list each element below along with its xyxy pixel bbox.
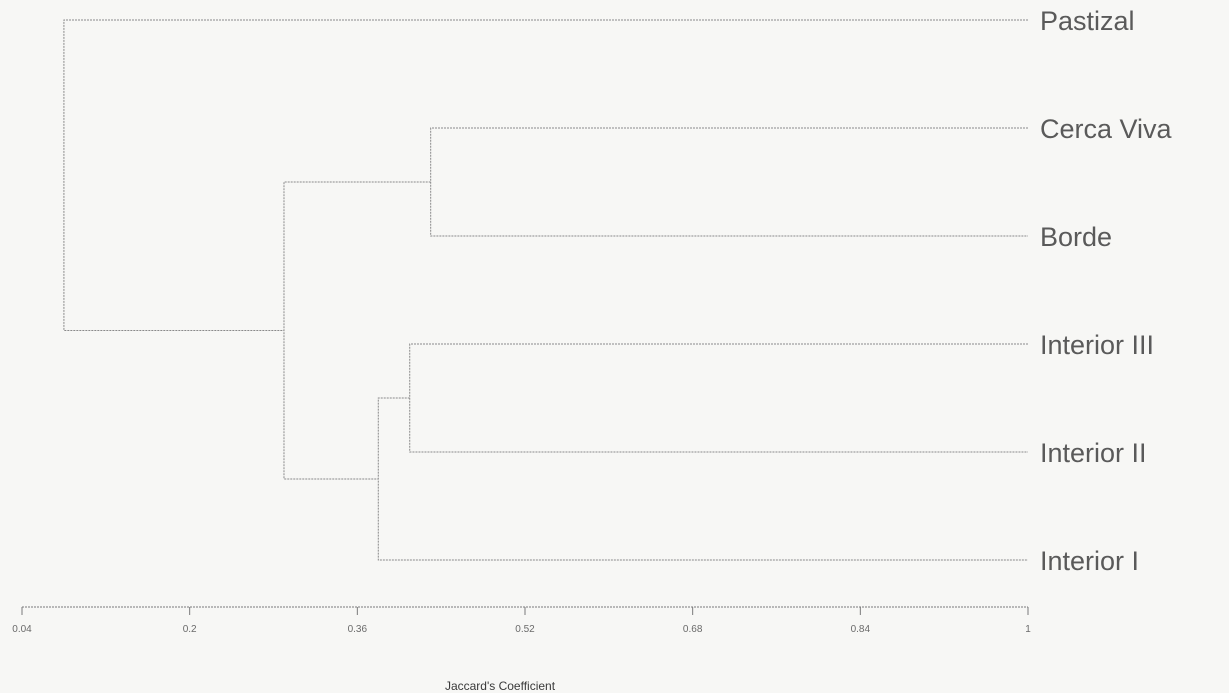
- x-axis-title: Jaccard's Coefficient: [445, 679, 556, 693]
- leaf-labels: Pastizal Cerca Viva Borde Interior III Inter…: [1040, 6, 1173, 576]
- dendrogram-branch: [283, 181, 431, 480]
- x-tick-label: 0.2: [183, 624, 197, 635]
- dendrogram-branch: [377, 397, 1028, 561]
- dendrogram-branch: [63, 19, 1028, 331]
- x-tick-label: 0.68: [683, 624, 703, 635]
- leaf-label: Interior II: [1040, 438, 1147, 468]
- leaf-label: Cerca Viva: [1040, 114, 1173, 144]
- x-tick-label: 0.52: [515, 624, 535, 635]
- x-tick-label: 0.36: [348, 624, 368, 635]
- dendrogram-branch: [409, 343, 1028, 453]
- leaf-label: Borde: [1040, 222, 1112, 252]
- leaf-label: Interior III: [1040, 330, 1154, 360]
- x-axis: 0.04 0.2 0.36 0.52 0.68 0.84 1: [12, 606, 1031, 635]
- leaf-label: Pastizal: [1040, 6, 1135, 36]
- x-axis-ticks: 0.04 0.2 0.36 0.52 0.68 0.84 1: [12, 607, 1031, 635]
- dendrogram-branches: [63, 19, 1028, 561]
- leaf-label: Interior I: [1040, 546, 1139, 576]
- x-tick-label: 1: [1025, 624, 1031, 635]
- x-tick-label: 0.84: [851, 624, 871, 635]
- x-tick-label: 0.04: [12, 624, 32, 635]
- dendrogram-branch: [430, 127, 1028, 237]
